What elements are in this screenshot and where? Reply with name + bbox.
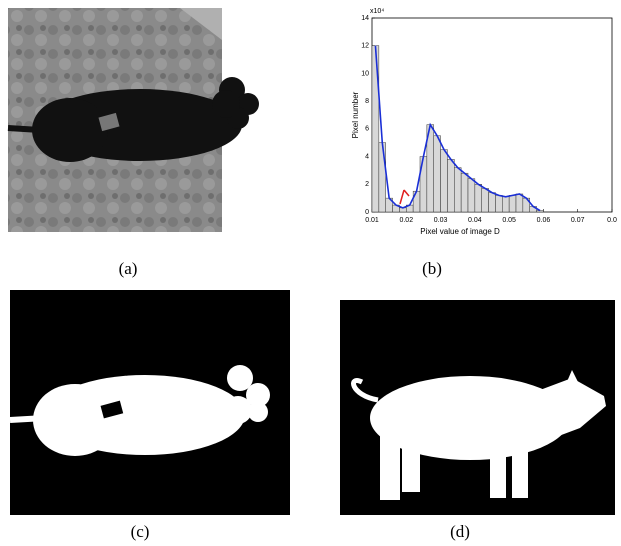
x-tick-label: 0.01 (365, 217, 379, 224)
fit-curve (374, 45, 541, 212)
y-tick-label: 14 (361, 15, 369, 22)
panel-a-image (7, 8, 259, 232)
plot-frame (371, 17, 613, 213)
bar (454, 167, 462, 213)
x-tick-label: 0.05 (502, 217, 516, 224)
x-tick-label: 0.02 (399, 217, 413, 224)
bar (502, 196, 510, 213)
y-tick-label: 4 (365, 153, 369, 160)
bar (467, 178, 476, 213)
x-tick-label: 0.04 (468, 217, 482, 224)
bar (447, 159, 455, 213)
bar (508, 195, 517, 213)
y-multiplier: x10⁴ (370, 8, 384, 15)
y-tick-label: 2 (365, 181, 369, 188)
y-tick-label: 10 (361, 70, 369, 77)
bar (433, 135, 441, 213)
x-axis-label: Pixel value of image D (420, 227, 500, 236)
bar (474, 184, 482, 213)
bar (536, 210, 544, 213)
bar (440, 149, 448, 213)
arrow (399, 189, 410, 205)
y-tick-label: 6 (365, 126, 369, 133)
bar (488, 192, 496, 213)
caption: (d) (450, 522, 470, 541)
y-tick-label: 12 (361, 43, 369, 50)
x-tick-label: 0.06 (537, 217, 551, 224)
bar (481, 188, 489, 213)
panel-c-image (9, 290, 290, 515)
y-axis-label: Pixel number (351, 91, 360, 138)
y-tick-label: 0 (365, 209, 369, 216)
bar (495, 195, 503, 213)
x-tick-label: 0.0 (607, 217, 617, 224)
x-tick-label: 0.03 (434, 217, 448, 224)
caption: (b) (422, 259, 442, 278)
bar (378, 142, 386, 213)
x-tick-label: 0.07 (571, 217, 585, 224)
bar (460, 172, 469, 213)
caption: (c) (131, 522, 150, 541)
y-tick-label: 8 (365, 98, 369, 105)
panel-d-image (340, 300, 615, 515)
bar (515, 193, 524, 213)
caption: (a) (119, 259, 138, 278)
